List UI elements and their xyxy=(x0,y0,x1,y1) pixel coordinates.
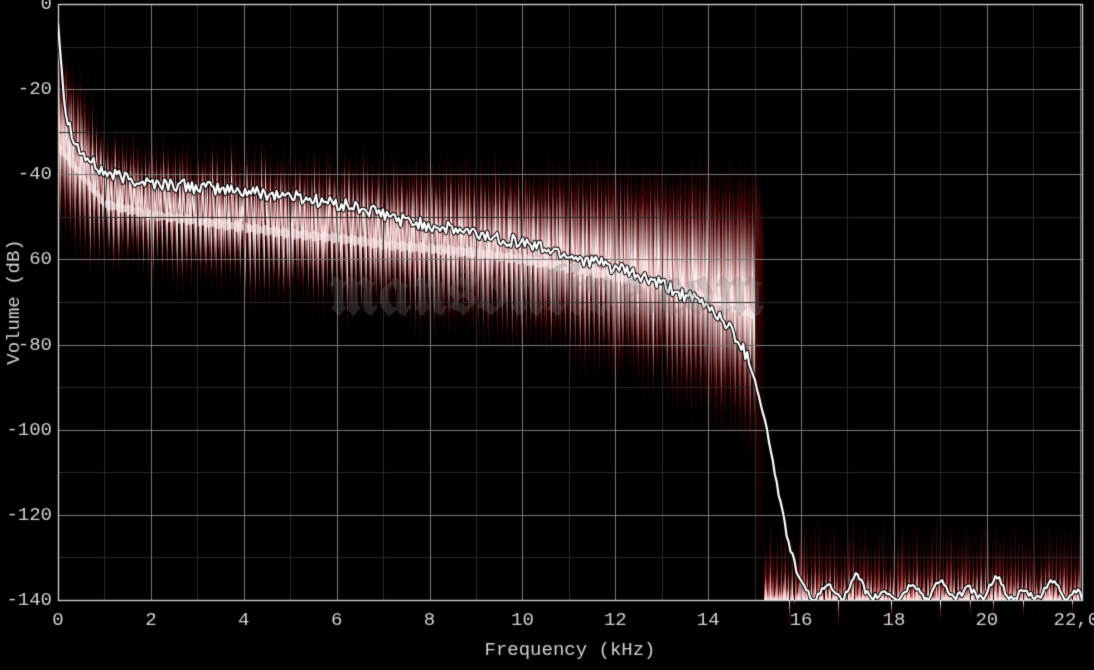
spectrum-chart: mansonlive.com xyxy=(0,0,1094,670)
spectrum-canvas xyxy=(0,0,1094,670)
